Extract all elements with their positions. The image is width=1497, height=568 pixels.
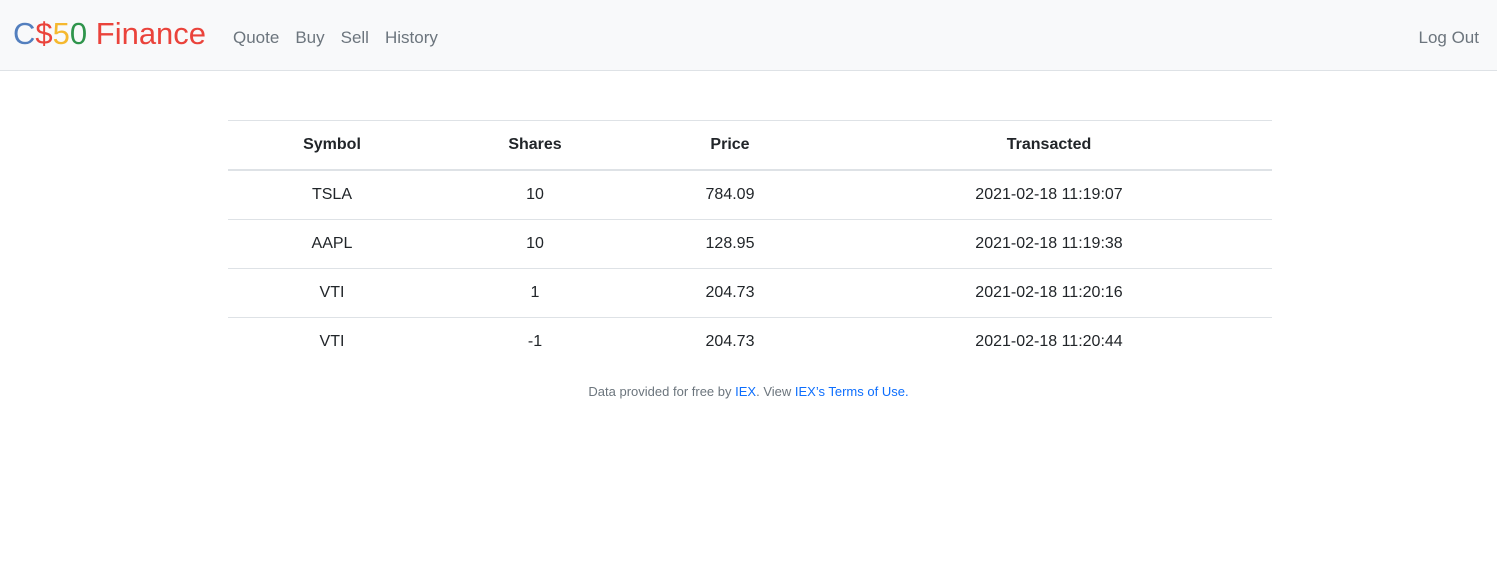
iex-terms-period: . xyxy=(904,384,909,399)
iex-terms-link[interactable]: IEX’s Terms of Use. xyxy=(795,384,909,399)
header-symbol: Symbol xyxy=(228,120,436,171)
cell-price: 128.95 xyxy=(634,219,826,269)
brand-zero: 0 xyxy=(69,16,88,51)
header-price: Price xyxy=(634,120,826,171)
nav-links: Quote Buy Sell History xyxy=(233,27,454,49)
brand-logo-link[interactable]: C$50 Finance xyxy=(13,14,206,54)
header-transacted: Transacted xyxy=(826,120,1272,171)
navbar: C$50 Finance Quote Buy Sell History Log … xyxy=(0,0,1497,71)
nav-link-history[interactable]: History xyxy=(384,28,438,47)
brand-letter-c: C xyxy=(13,16,36,51)
table-row: AAPL 10 128.95 2021-02-18 11:19:38 xyxy=(228,219,1272,269)
nav-link-quote[interactable]: Quote xyxy=(233,28,280,47)
cell-transacted: 2021-02-18 11:20:44 xyxy=(975,333,1123,350)
cell-shares: 10 xyxy=(436,219,634,269)
brand-dollar: $ xyxy=(35,16,53,51)
nav-link-buy[interactable]: Buy xyxy=(295,28,325,47)
footer-attribution: Data provided for free by IEX. View IEX’… xyxy=(0,383,1497,401)
cell-shares: 10 xyxy=(436,170,634,220)
cell-transacted: 2021-02-18 11:20:16 xyxy=(826,268,1272,318)
iex-link[interactable]: IEX xyxy=(735,384,757,399)
nav-link-sell[interactable]: Sell xyxy=(340,28,369,47)
cell-symbol: TSLA xyxy=(228,170,436,220)
logout-link[interactable]: Log Out xyxy=(1418,28,1480,47)
table-header: Symbol Shares Price Transacted xyxy=(228,120,1272,171)
table-body: TSLA 10 784.09 2021-02-18 11:19:07 AAPL … xyxy=(228,170,1272,366)
footer-prefix: Data provided for free by xyxy=(588,384,736,399)
brand-finance: Finance xyxy=(87,16,207,51)
cell-symbol: VTI xyxy=(228,268,436,318)
cell-price: 204.73 xyxy=(634,268,826,318)
cell-price: 784.09 xyxy=(634,170,826,220)
cell-shares: -1 xyxy=(527,333,543,350)
table-row: VTI -1 204.73 2021-02-18 11:20:44 xyxy=(228,318,1272,367)
table-row: TSLA 10 784.09 2021-02-18 11:19:07 xyxy=(228,170,1272,220)
iex-terms-label: IEX’s Terms of Use xyxy=(794,384,905,399)
cell-symbol: VTI xyxy=(319,333,345,350)
table-header-row: Symbol Shares Price Transacted xyxy=(228,120,1272,171)
cell-transacted: 2021-02-18 11:19:38 xyxy=(826,219,1272,269)
history-table: Symbol Shares Price Transacted TSLA 10 7… xyxy=(228,120,1272,366)
header-shares: Shares xyxy=(436,120,634,171)
cell-transacted: 2021-02-18 11:19:07 xyxy=(826,170,1272,220)
cell-shares: 1 xyxy=(436,268,634,318)
table-row: VTI 1 204.73 2021-02-18 11:20:16 xyxy=(228,268,1272,318)
cell-price: 204.73 xyxy=(705,333,755,350)
history-table-container: Symbol Shares Price Transacted TSLA 10 7… xyxy=(228,120,1272,366)
brand-five: 5 xyxy=(52,16,70,51)
cell-symbol: AAPL xyxy=(228,219,436,269)
footer-middle: . View xyxy=(756,384,795,399)
